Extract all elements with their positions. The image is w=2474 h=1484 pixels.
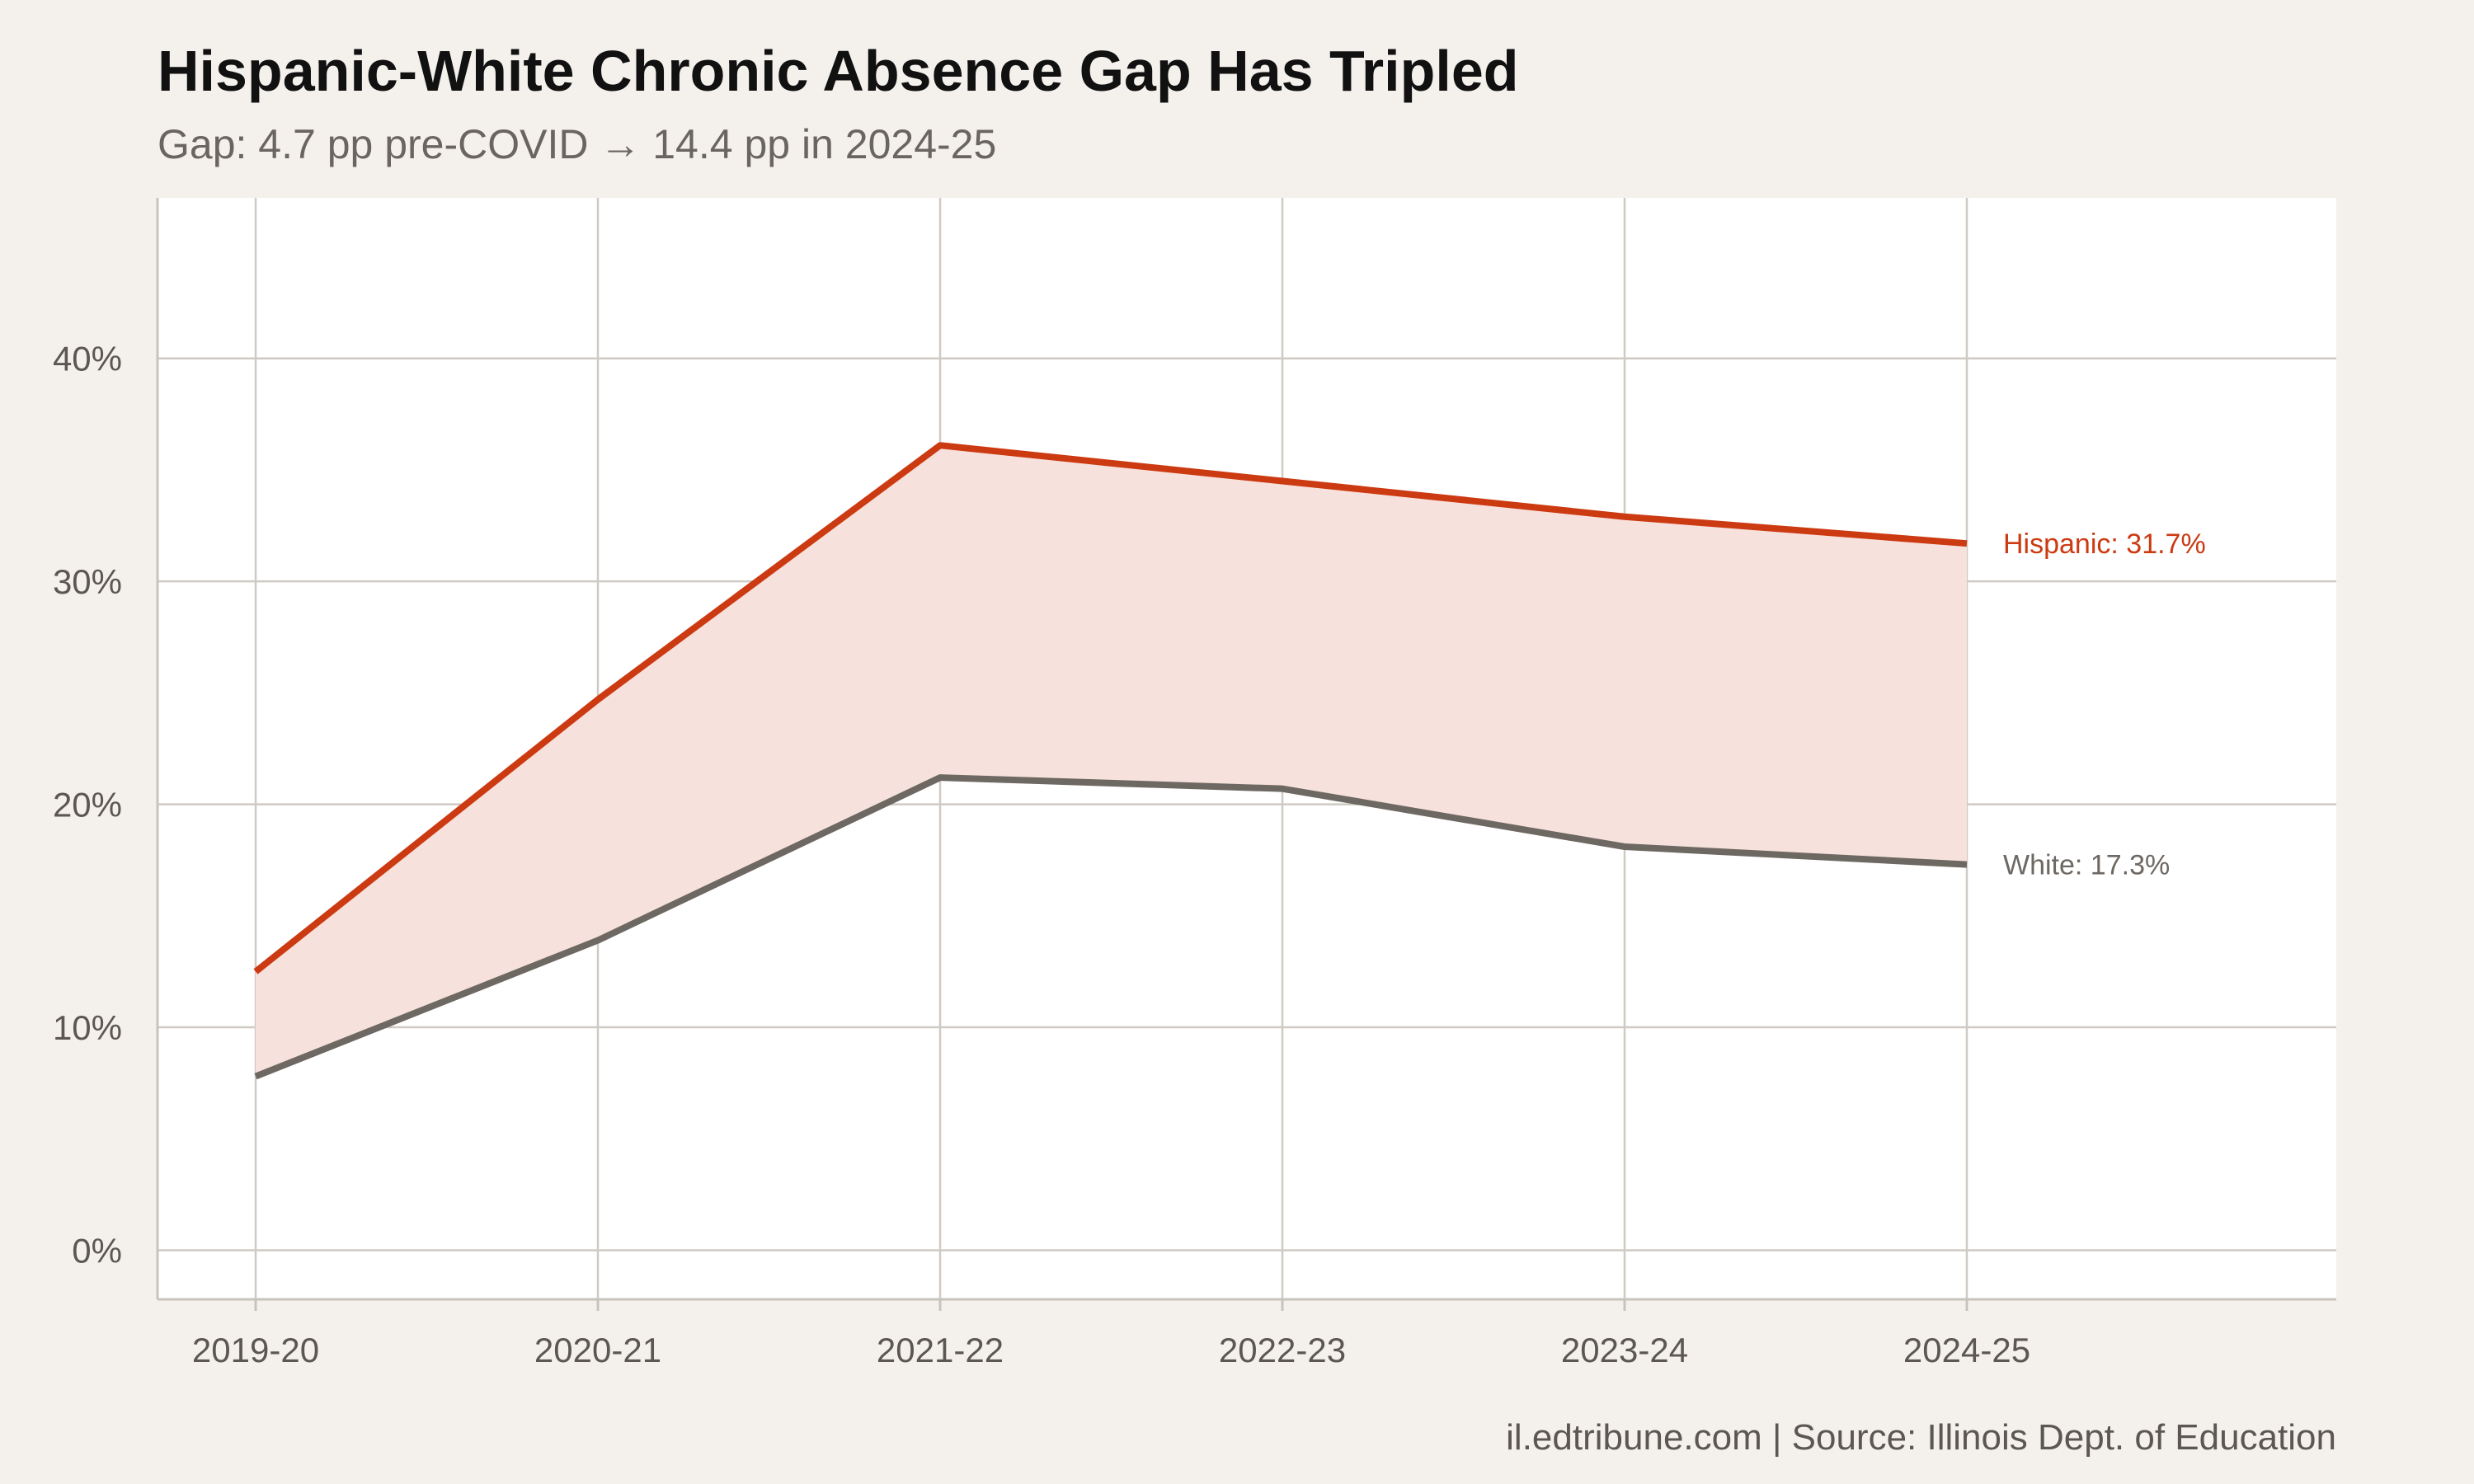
x-tick-label: 2019-20 bbox=[192, 1331, 319, 1369]
series-lines bbox=[253, 442, 1968, 1080]
chart-caption: il.edtribune.com | Source: Illinois Dept… bbox=[1506, 1417, 2336, 1458]
gap-area-fill bbox=[256, 445, 1967, 1077]
chart-title: Hispanic-White Chronic Absence Gap Has T… bbox=[158, 39, 1519, 103]
chart-subtitle: Gap: 4.7 pp pre-COVID → 14.4 pp in 2024-… bbox=[158, 121, 996, 167]
x-tick-label: 2024-25 bbox=[1903, 1331, 2030, 1369]
gap-area bbox=[256, 445, 1967, 1077]
x-tick-label: 2022-23 bbox=[1219, 1331, 1346, 1369]
series-line-white bbox=[254, 774, 1968, 1080]
y-tick-label: 40% bbox=[53, 340, 122, 378]
series-line-hispanic bbox=[253, 442, 1968, 974]
end-label-white: White: 17.3% bbox=[2003, 850, 2170, 881]
y-tick-label: 0% bbox=[72, 1232, 122, 1270]
x-tick-label: 2023-24 bbox=[1561, 1331, 1688, 1369]
end-label-hispanic: Hispanic: 31.7% bbox=[2003, 528, 2206, 560]
axes: 0% 10% 20% 30% 40% 2019-20 2020-21 2021-22 2022-… bbox=[53, 198, 2336, 1369]
y-tick-label: 10% bbox=[53, 1008, 122, 1047]
y-tick-label: 20% bbox=[53, 786, 122, 824]
y-tick-label: 30% bbox=[53, 562, 122, 601]
x-tick-label: 2021-22 bbox=[877, 1331, 1004, 1369]
series-end-labels: Hispanic: 31.7% White: 17.3% bbox=[2003, 528, 2206, 881]
x-tick-label: 2020-21 bbox=[534, 1331, 661, 1369]
